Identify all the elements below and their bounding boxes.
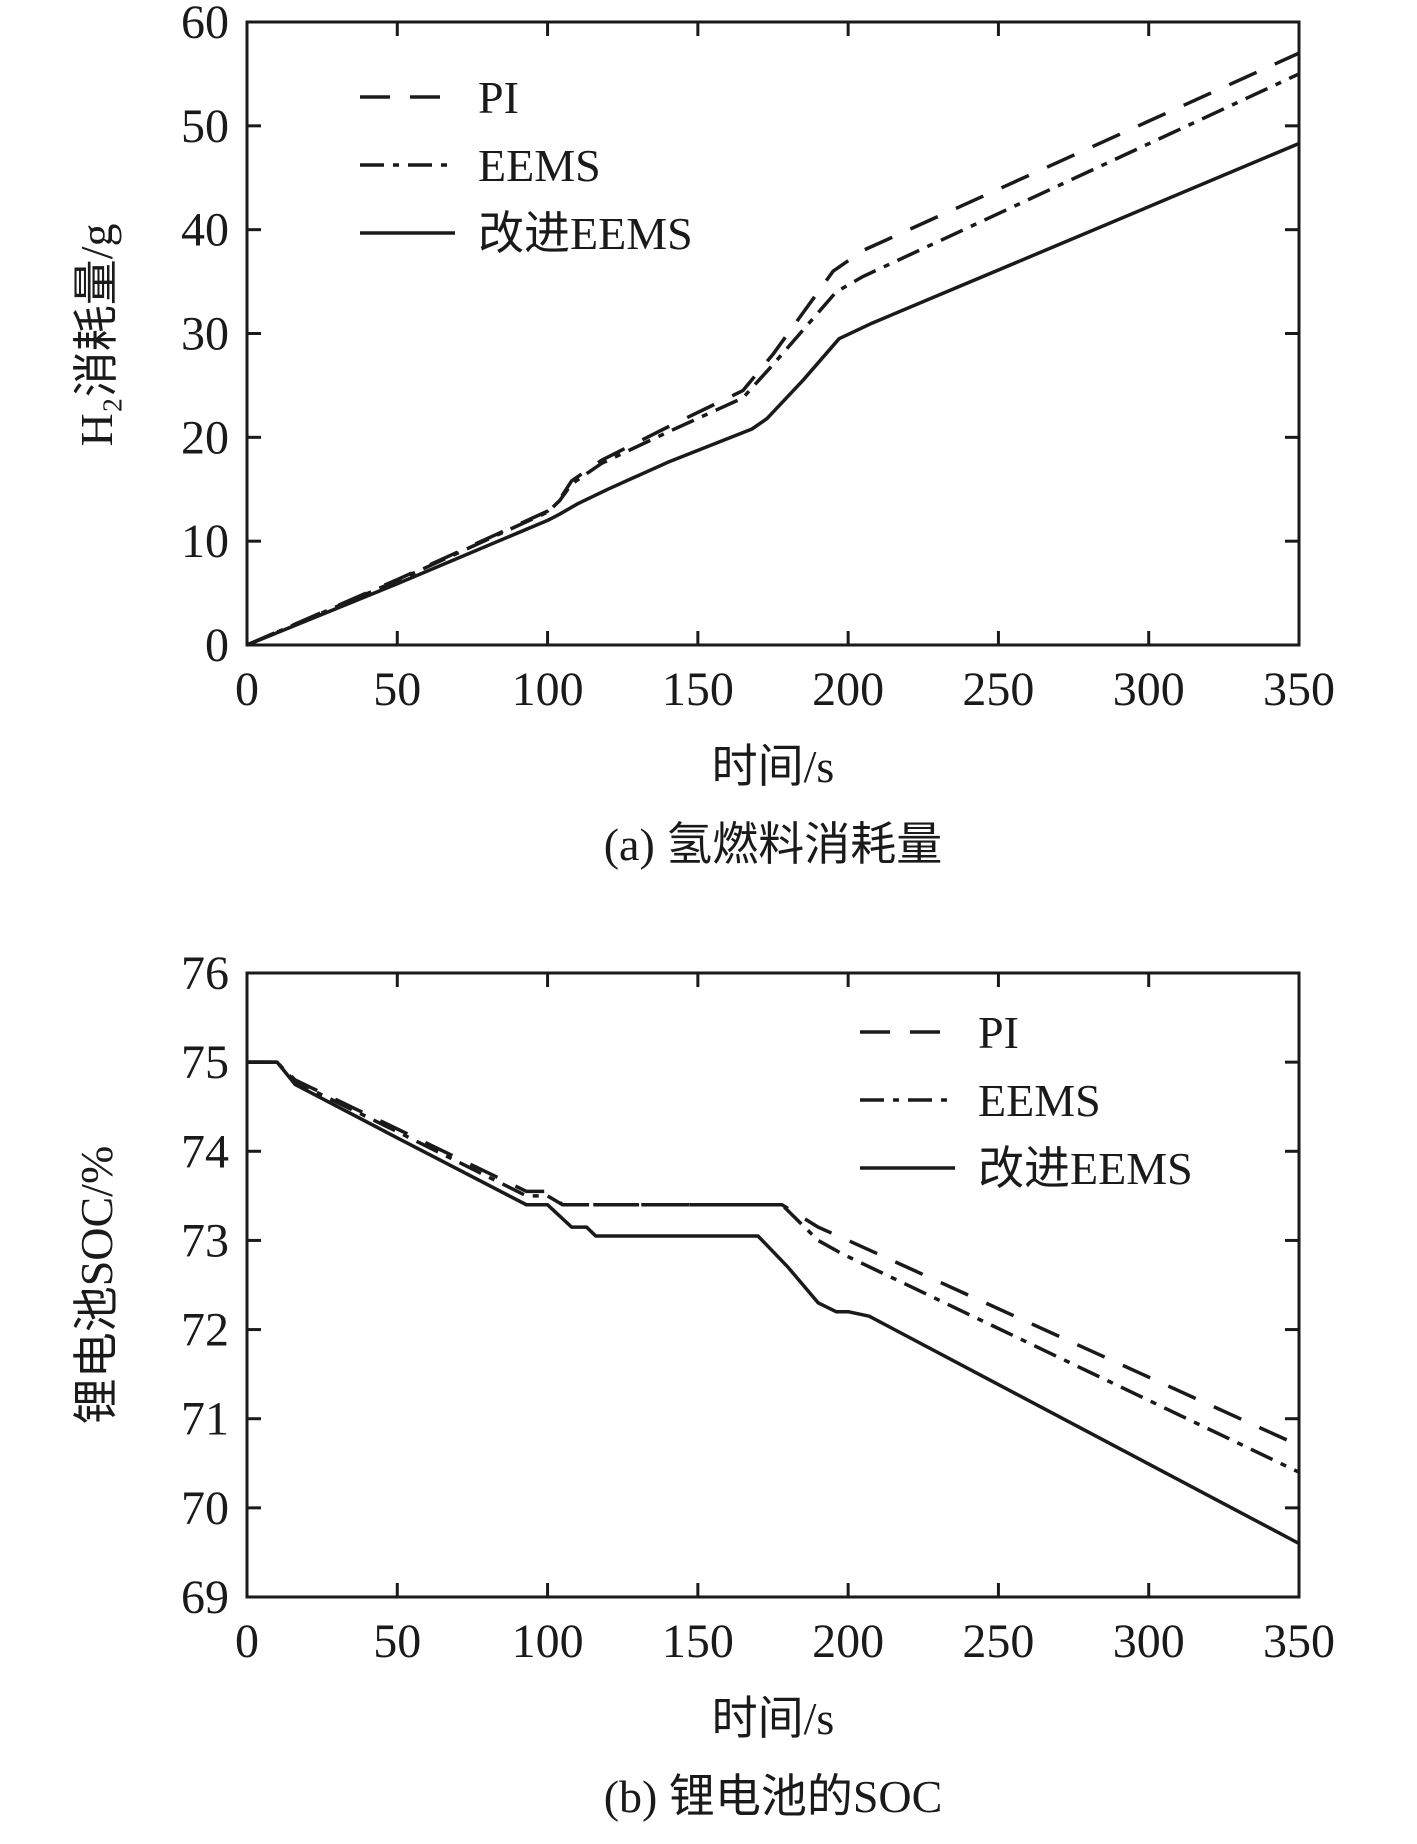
panel-b-x-ticks: 0 50 100 150 200 250 300 350 bbox=[235, 973, 1335, 1668]
panel-a-series-line-2 bbox=[246, 72, 1300, 647]
panel-a-series-line-1 bbox=[246, 51, 1300, 647]
panel-b-plot-frame bbox=[245, 971, 1301, 1599]
panel-a-x-tick-label: 250 bbox=[962, 663, 1034, 716]
panel-b-series-line-1 bbox=[247, 1060, 1300, 1448]
panel-b-series bbox=[247, 1060, 1300, 1546]
panel-a-y-tick-label: 20 bbox=[181, 411, 229, 464]
panel-b-y-tick-label: 69 bbox=[181, 1571, 229, 1624]
panel-b-y-tick-label: 71 bbox=[181, 1393, 229, 1446]
panel-b-y-tick-label: 73 bbox=[181, 1214, 229, 1267]
panel-b-x-tick-label: 100 bbox=[512, 1615, 584, 1668]
panel-a-caption: (a) 氢燃料消耗量 bbox=[604, 819, 943, 870]
panel-b-legend-label: 改进EEMS bbox=[978, 1143, 1193, 1194]
panel-a-y-axis-label: H₂消耗量/g bbox=[71, 223, 122, 446]
panel-b-y-tick-label: 75 bbox=[181, 1036, 229, 1089]
panel-b-x-tick-label: 150 bbox=[662, 1615, 734, 1668]
panel-a-plot-frame bbox=[245, 20, 1301, 647]
panel-b-legend-label: PI bbox=[978, 1007, 1019, 1058]
panel-b-x-tick-label: 200 bbox=[812, 1615, 884, 1668]
panel-a-legend-label: EEMS bbox=[478, 140, 601, 191]
panel-a-x-tick-label: 200 bbox=[812, 663, 884, 716]
panel-b-caption: (b) 锂电池的SOC bbox=[604, 1771, 943, 1822]
panel-a-y-tick-label: 30 bbox=[181, 308, 229, 361]
panel-a-x-tick-label: 350 bbox=[1263, 663, 1335, 716]
panel-b-y-axis-label: 锂电池SOC/% bbox=[71, 1146, 122, 1425]
panel-a: 0 10 20 30 40 50 60 0 50 100 150 200 250 300 350 H₂消耗… bbox=[71, 0, 1335, 870]
panel-b-x-axis-label: 时间/s bbox=[712, 1693, 835, 1744]
panel-b-x-tick-label: 300 bbox=[1113, 1615, 1185, 1668]
panel-a-x-axis-label: 时间/s bbox=[712, 741, 835, 792]
panel-b-legend-label: EEMS bbox=[978, 1075, 1101, 1126]
panel-b-series-line-3 bbox=[247, 1060, 1300, 1546]
panel-a-x-tick-label: 100 bbox=[512, 663, 584, 716]
panel-a-x-tick-label: 300 bbox=[1113, 663, 1185, 716]
panel-a-legend-label: 改进EEMS bbox=[478, 208, 693, 259]
panel-a-x-tick-label: 50 bbox=[373, 663, 421, 716]
panel-b-legend: PI EEMS 改进EEMS bbox=[860, 1007, 1193, 1194]
panel-a-x-tick-label: 150 bbox=[662, 663, 734, 716]
panel-a-y-tick-label: 0 bbox=[205, 619, 229, 672]
panel-a-series-line-3 bbox=[246, 141, 1300, 647]
panel-b-x-tick-label: 0 bbox=[235, 1615, 259, 1668]
panel-b-series-line-2 bbox=[247, 1060, 1300, 1474]
panel-a-y-ticks: 0 10 20 30 40 50 60 bbox=[181, 0, 1299, 672]
panel-a-y-tick-label: 10 bbox=[181, 515, 229, 568]
panel-a-x-ticks: 0 50 100 150 200 250 300 350 bbox=[235, 22, 1335, 716]
panel-a-x-tick-label: 0 bbox=[235, 663, 259, 716]
panel-a-legend: PI EEMS 改进EEMS bbox=[360, 72, 693, 259]
panel-b-y-tick-label: 72 bbox=[181, 1304, 229, 1357]
panel-a-legend-label: PI bbox=[478, 72, 519, 123]
panel-a-y-tick-label: 50 bbox=[181, 100, 229, 153]
panel-b-y-tick-label: 70 bbox=[181, 1482, 229, 1535]
panel-a-y-tick-label: 60 bbox=[181, 0, 229, 49]
panel-b: 69 70 71 72 73 74 75 76 0 50 100 150 200 250 300 350 锂… bbox=[71, 947, 1335, 1822]
panel-b-x-tick-label: 350 bbox=[1263, 1615, 1335, 1668]
panel-b-x-tick-label: 250 bbox=[962, 1615, 1034, 1668]
panel-b-y-tick-label: 74 bbox=[181, 1125, 229, 1178]
panel-b-y-ticks: 69 70 71 72 73 74 75 76 bbox=[181, 947, 1299, 1624]
panel-b-x-tick-label: 50 bbox=[373, 1615, 421, 1668]
panel-b-y-tick-label: 76 bbox=[181, 947, 229, 1000]
panel-a-series bbox=[246, 51, 1300, 647]
panel-a-y-tick-label: 40 bbox=[181, 204, 229, 257]
